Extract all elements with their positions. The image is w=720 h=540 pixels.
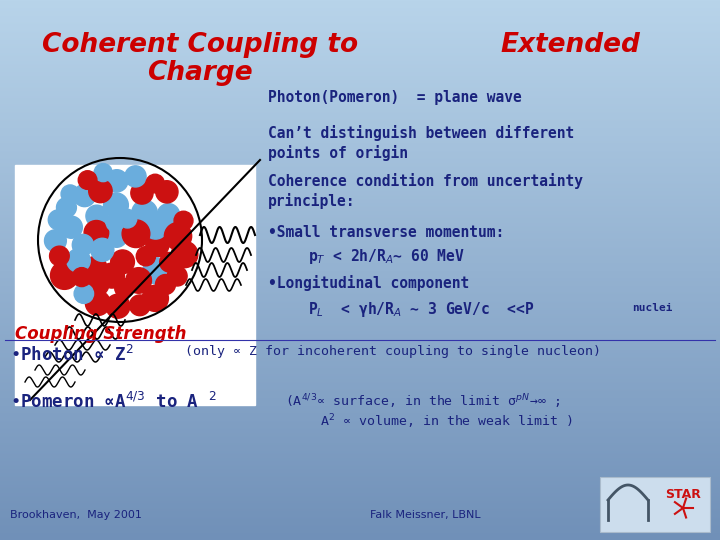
- Text: Photon(Pomeron)  = plane wave: Photon(Pomeron) = plane wave: [268, 90, 522, 105]
- Circle shape: [131, 182, 153, 204]
- Circle shape: [50, 261, 78, 289]
- Text: (only ∝ Z for incoherent coupling to single nucleon): (only ∝ Z for incoherent coupling to sin…: [185, 345, 601, 358]
- Circle shape: [72, 268, 91, 287]
- Circle shape: [125, 166, 146, 187]
- Text: Coherent Coupling to: Coherent Coupling to: [42, 32, 358, 58]
- Text: STAR: STAR: [665, 488, 701, 501]
- Text: •Pomeron ∝A$^{4/3}$ to A $^2$: •Pomeron ∝A$^{4/3}$ to A $^2$: [10, 392, 217, 412]
- Circle shape: [89, 179, 112, 202]
- Text: •Longitudinal component: •Longitudinal component: [268, 275, 469, 291]
- Circle shape: [106, 170, 128, 192]
- Circle shape: [104, 193, 128, 218]
- Circle shape: [156, 274, 176, 294]
- Text: •Photon ∝ Z$^2$: •Photon ∝ Z$^2$: [10, 345, 133, 365]
- Text: Falk Meissner, LBNL: Falk Meissner, LBNL: [370, 510, 481, 520]
- Circle shape: [60, 216, 82, 238]
- Circle shape: [86, 205, 107, 227]
- Circle shape: [111, 250, 135, 274]
- FancyBboxPatch shape: [600, 477, 710, 532]
- Circle shape: [74, 284, 94, 303]
- Text: Brookhaven,  May 2001: Brookhaven, May 2001: [10, 510, 142, 520]
- Circle shape: [132, 200, 157, 226]
- Text: Extended: Extended: [500, 32, 640, 58]
- Circle shape: [78, 171, 97, 190]
- Circle shape: [106, 226, 127, 247]
- Circle shape: [136, 247, 156, 266]
- Circle shape: [157, 204, 179, 226]
- Circle shape: [167, 266, 187, 286]
- Circle shape: [84, 272, 109, 296]
- Circle shape: [106, 213, 124, 232]
- Circle shape: [106, 294, 130, 318]
- Circle shape: [122, 220, 150, 247]
- Circle shape: [67, 249, 90, 272]
- Text: p$_T$ < 2h/R$_A$∼ 60 MeV: p$_T$ < 2h/R$_A$∼ 60 MeV: [308, 247, 465, 266]
- Circle shape: [160, 253, 179, 272]
- Circle shape: [164, 222, 192, 250]
- Circle shape: [91, 238, 114, 261]
- Text: Coherence condition from uncertainty: Coherence condition from uncertainty: [268, 173, 583, 189]
- Circle shape: [143, 258, 169, 284]
- Text: principle:: principle:: [268, 193, 356, 209]
- Circle shape: [143, 285, 168, 312]
- Circle shape: [94, 164, 112, 181]
- Circle shape: [45, 230, 66, 252]
- Text: Charge: Charge: [147, 60, 253, 86]
- Circle shape: [146, 174, 164, 193]
- Circle shape: [99, 263, 125, 288]
- Circle shape: [86, 291, 110, 315]
- Text: nuclei: nuclei: [632, 303, 672, 313]
- Circle shape: [174, 211, 193, 230]
- Circle shape: [84, 220, 109, 245]
- Circle shape: [72, 234, 94, 255]
- Circle shape: [85, 256, 107, 279]
- Text: •Small transverse momentum:: •Small transverse momentum:: [268, 225, 504, 240]
- Circle shape: [61, 185, 79, 203]
- Circle shape: [146, 234, 169, 256]
- Text: A$^2$ ∝ volume, in the weak limit ): A$^2$ ∝ volume, in the weak limit ): [320, 412, 573, 430]
- Text: points of origin: points of origin: [268, 145, 408, 161]
- Text: P$_L$  < γh/R$_A$ ∼ 3 GeV/c  <<P: P$_L$ < γh/R$_A$ ∼ 3 GeV/c <<P: [308, 300, 534, 319]
- Text: Coupling Strength: Coupling Strength: [15, 325, 186, 343]
- Circle shape: [50, 246, 69, 266]
- Circle shape: [156, 181, 178, 203]
- Text: (A$^{4/3}$∝ surface, in the limit σ$^{pN}$→∞ ;: (A$^{4/3}$∝ surface, in the limit σ$^{pN…: [285, 392, 560, 410]
- Circle shape: [171, 241, 198, 268]
- Circle shape: [118, 210, 137, 228]
- Circle shape: [48, 210, 68, 230]
- Text: Can’t distinguish between different: Can’t distinguish between different: [268, 125, 575, 141]
- Circle shape: [73, 184, 96, 207]
- Circle shape: [114, 279, 134, 298]
- FancyBboxPatch shape: [15, 165, 255, 405]
- Circle shape: [126, 268, 151, 293]
- Circle shape: [130, 295, 150, 316]
- Circle shape: [56, 198, 76, 218]
- Circle shape: [143, 215, 168, 239]
